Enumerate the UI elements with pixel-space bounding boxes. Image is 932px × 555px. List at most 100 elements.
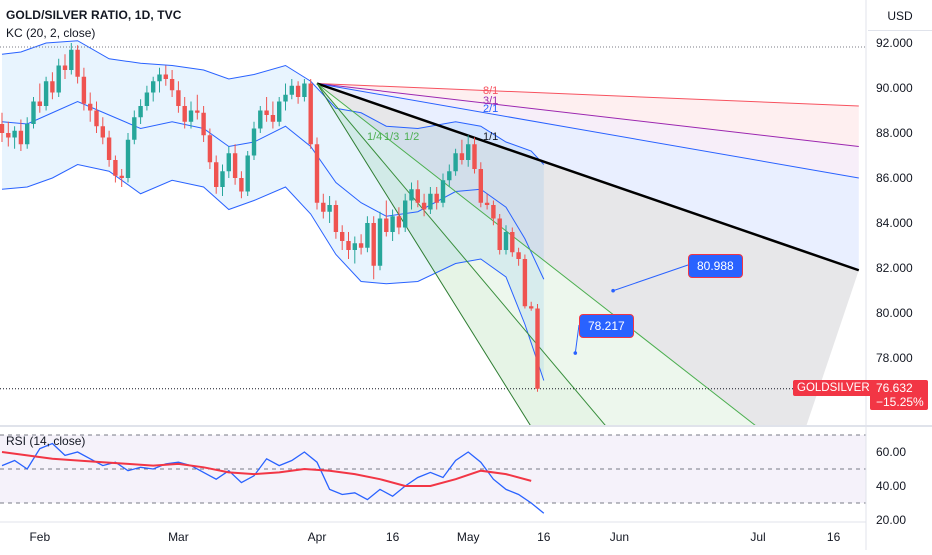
candle: [478, 162, 483, 208]
candle-body: [176, 90, 181, 106]
candle: [453, 148, 458, 176]
candle-body: [151, 81, 156, 93]
candle-body: [43, 81, 49, 106]
candle: [396, 207, 402, 235]
y-tick-label: 82.000: [876, 261, 913, 275]
callout-box[interactable]: 80.988: [688, 254, 743, 278]
candle-body: [390, 216, 395, 232]
callout-box[interactable]: 78.217: [579, 314, 634, 338]
chart-title: GOLD/SILVER RATIO, 1D, TVC: [6, 8, 182, 22]
x-tick-label: 16: [537, 530, 551, 544]
candle-body: [371, 223, 376, 266]
candle-body: [0, 124, 5, 133]
candle: [491, 200, 496, 226]
candle: [176, 81, 181, 113]
candle-body: [169, 79, 175, 91]
candle-body: [125, 139, 131, 178]
fan-line-1-4: [316, 83, 532, 426]
candle: [434, 187, 439, 210]
candle-body: [321, 202, 326, 212]
candle-body: [239, 178, 244, 192]
candle: [43, 76, 49, 111]
candle-body: [214, 162, 219, 187]
candle: [132, 110, 137, 145]
candle: [232, 144, 238, 185]
candle-body: [283, 94, 288, 102]
x-tick-label: Apr: [308, 530, 327, 544]
candle-body: [484, 202, 490, 205]
candle-body: [75, 49, 80, 77]
candle: [56, 58, 61, 97]
candle: [484, 193, 490, 210]
candle-body: [182, 106, 187, 122]
candle: [258, 106, 263, 133]
candle: [251, 121, 257, 160]
main-pane: [0, 40, 866, 426]
candle-body: [491, 205, 496, 219]
candle: [390, 209, 395, 241]
fan-line-8-1: [316, 83, 859, 107]
fan-line-2-1: [316, 83, 859, 179]
x-tick-label: 16: [386, 530, 400, 544]
candle-body: [132, 117, 137, 140]
candle: [214, 155, 219, 194]
candle: [239, 171, 244, 199]
y-tick-label: 78.000: [876, 351, 913, 365]
candle: [295, 81, 301, 104]
rsi-line: [1, 442, 545, 514]
symbol-tag: GOLDSILVER: [793, 380, 874, 396]
candle: [264, 97, 269, 122]
y-tick-label: 86.000: [876, 171, 913, 185]
last-price-value: 76.632: [876, 381, 913, 395]
candle: [327, 196, 332, 223]
candle-body: [25, 124, 30, 145]
candle-body: [195, 110, 200, 113]
candle: [195, 94, 200, 120]
candle-body: [535, 308, 540, 389]
candle-body: [396, 216, 402, 228]
candle-body: [516, 252, 521, 259]
candle: [125, 133, 131, 183]
candle: [340, 225, 345, 250]
candle-body: [314, 144, 320, 203]
candle: [447, 164, 452, 187]
y-tick-label: 92.000: [876, 36, 913, 50]
x-tick-label: Mar: [168, 530, 189, 544]
candle-body: [226, 153, 231, 172]
candle-body: [497, 218, 502, 250]
last-price-tag: 76.632 −15.25%: [870, 380, 928, 410]
rsi-ma-line: [1, 451, 532, 487]
candle-body: [188, 110, 194, 122]
keltner-upper: [1, 40, 545, 165]
candle: [6, 121, 11, 147]
candle: [321, 193, 326, 219]
candle: [119, 169, 124, 187]
candle: [384, 200, 389, 237]
candle-body: [251, 128, 257, 156]
candle: [207, 128, 213, 169]
candle: [440, 173, 446, 208]
candle-body: [428, 193, 433, 210]
y-tick-label: 88.000: [876, 126, 913, 140]
rsi-pane: [0, 434, 866, 514]
keltner-fill: [2, 40, 544, 381]
candle-body: [302, 83, 307, 97]
candle: [25, 117, 30, 149]
y-tick-label: 84.000: [876, 216, 913, 230]
currency-button[interactable]: USD: [868, 2, 932, 31]
candle: [516, 247, 521, 266]
x-tick-label: 16: [827, 530, 841, 544]
candle-body: [346, 241, 351, 250]
candle: [415, 180, 420, 208]
candle-body: [270, 115, 276, 122]
candle-body: [478, 169, 483, 203]
candle-body: [358, 243, 364, 248]
candle-body: [277, 101, 282, 122]
candle-body: [232, 153, 238, 178]
candle-body: [88, 103, 93, 111]
callout-anchor: [573, 351, 578, 355]
candle-body: [258, 110, 263, 129]
candle-body: [340, 232, 345, 241]
